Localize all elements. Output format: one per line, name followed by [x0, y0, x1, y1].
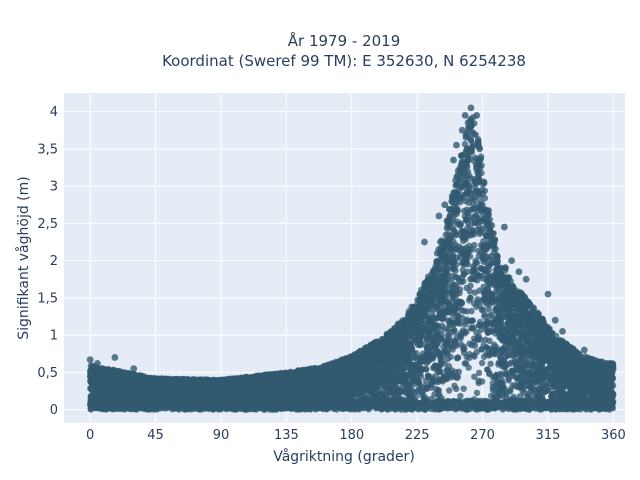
data-point [516, 393, 524, 400]
data-point [478, 359, 486, 367]
data-point [485, 306, 492, 313]
data-point [468, 308, 475, 315]
points-layer [86, 104, 617, 413]
data-point [450, 225, 457, 233]
data-point [473, 389, 481, 397]
data-point [471, 373, 478, 380]
data-point [475, 369, 483, 377]
data-point [446, 387, 453, 394]
data-point [489, 386, 497, 394]
